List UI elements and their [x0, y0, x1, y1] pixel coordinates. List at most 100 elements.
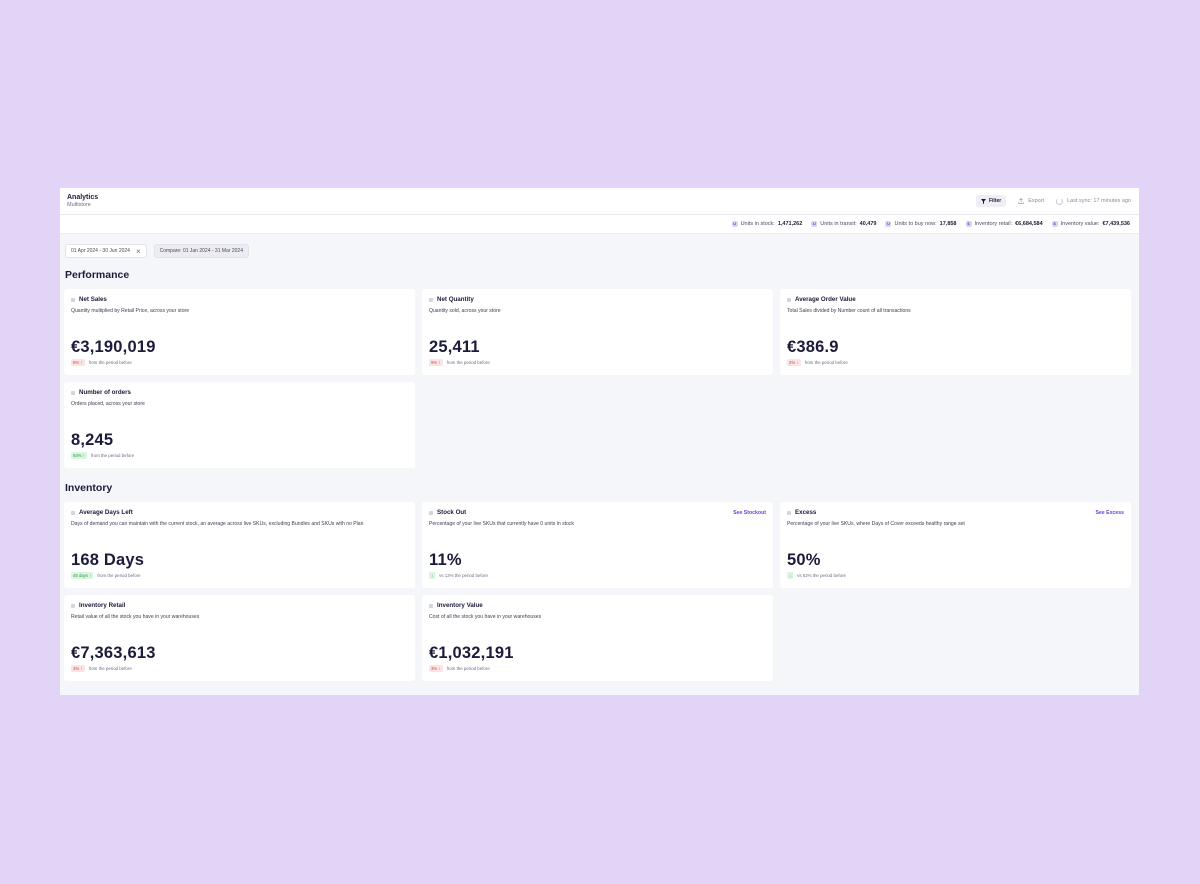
metric-checkbox[interactable]	[429, 297, 433, 302]
metric-title: Average Days Left	[79, 509, 133, 516]
stat-value: 1,471,262	[777, 221, 803, 227]
stat-value: €6,684,584	[1015, 221, 1043, 227]
stat-label: Units in transit:	[820, 221, 857, 227]
metric-checkbox[interactable]	[71, 603, 75, 608]
delta-badge: 8% ↑	[71, 359, 85, 366]
section-title-performance: Performance	[65, 269, 130, 281]
metric-checkbox[interactable]	[71, 297, 75, 302]
metric-title: Number of orders	[79, 389, 131, 396]
delta-text: from the period before	[446, 666, 490, 671]
delta-badge: 3% ↑	[71, 665, 85, 672]
metric-description: Orders placed, across your store	[71, 401, 145, 407]
top-bar: Analytics Multistore Filter Export Last …	[60, 188, 1139, 215]
stat-value: 40,479	[859, 221, 877, 227]
stat-inventory-value: $ Inventory value: €7,439,536	[1051, 221, 1130, 227]
metric-delta: 93% ↑ from the period before	[71, 452, 134, 459]
metric-value: 25,411	[429, 338, 480, 356]
metric-card-net-quantity: Net Quantity Quantity sold, across your …	[422, 289, 773, 375]
units-icon: U	[811, 221, 818, 227]
stat-units-to-buy: U Units to buy now: 17,858	[885, 221, 957, 227]
stat-units-in-stock: U Units in stock: 1,471,262	[731, 221, 803, 227]
metric-delta: 8% ↑ from the period before	[71, 359, 132, 366]
metric-checkbox[interactable]	[71, 390, 75, 395]
export-button[interactable]: Export	[1018, 198, 1044, 204]
filter-button[interactable]: Filter	[975, 195, 1007, 207]
metric-delta: 3% ↑ from the period before	[71, 665, 132, 672]
inventory-grid: Average Days Left Days of demand you can…	[64, 502, 1135, 681]
compare-range-chip[interactable]: Compare: 01 Jan 2024 - 31 Mar 2024	[153, 244, 249, 258]
delta-text: from the period before	[804, 360, 848, 365]
see-excess-link[interactable]: See Excess	[1095, 509, 1124, 516]
metric-card-inventory-value: Inventory Value Cost of all the stock yo…	[422, 595, 773, 681]
stat-label: Units in stock:	[740, 221, 775, 227]
metric-value: 11%	[429, 551, 462, 569]
filter-icon	[980, 198, 986, 204]
metric-value: €7,363,613	[71, 644, 156, 662]
metric-title: Average Order Value	[795, 296, 856, 303]
compare-range-label: Compare: 01 Jan 2024 - 31 Mar 2024	[159, 248, 243, 254]
brand: Analytics Multistore	[67, 194, 98, 208]
metric-checkbox[interactable]	[787, 297, 791, 302]
delta-badge: 3% ↑	[429, 665, 443, 672]
metric-card-stock-out: Stock Out See Stockout Percentage of you…	[422, 502, 773, 588]
stat-value: 17,858	[939, 221, 957, 227]
metric-value: €3,190,019	[71, 338, 156, 356]
date-range-label: 01 Apr 2024 - 30 Jun 2024	[71, 248, 130, 254]
metric-description: Quantity multiplied by Retail Price, acr…	[71, 308, 190, 314]
delta-text: from the period before	[90, 453, 135, 458]
delta-text: from the period before	[88, 666, 132, 671]
close-icon[interactable]: ×	[135, 246, 141, 256]
delta-badge: 48 days ↑	[71, 572, 94, 579]
metric-title: Inventory Retail	[79, 602, 126, 609]
units-icon: U	[885, 221, 892, 227]
export-icon	[1018, 198, 1024, 204]
metric-title: Stock Out	[437, 509, 467, 516]
metric-checkbox[interactable]	[787, 510, 791, 515]
main-content: 01 Apr 2024 - 30 Jun 2024 × Compare: 01 …	[60, 234, 1139, 681]
header-actions: Filter Export Last sync: 17 minutes ago	[975, 195, 1131, 207]
currency-icon: $	[1051, 221, 1058, 227]
sync-label: Last sync: 17 minutes ago	[1067, 198, 1131, 204]
sync-status: Last sync: 17 minutes ago	[1056, 197, 1131, 205]
stat-label: Inventory retail:	[974, 221, 1013, 227]
metric-checkbox[interactable]	[71, 510, 75, 515]
metric-card-number-of-orders: Number of orders Orders placed, across y…	[64, 382, 415, 468]
delta-badge: 93% ↑	[71, 452, 87, 459]
export-label: Export	[1028, 198, 1045, 204]
metric-title: Inventory Value	[437, 602, 483, 609]
date-range-chip[interactable]: 01 Apr 2024 - 30 Jun 2024 ×	[65, 244, 147, 258]
delta-text: from the period before	[97, 573, 141, 578]
metric-checkbox[interactable]	[429, 603, 433, 608]
stat-value: €7,439,536	[1102, 221, 1130, 227]
see-stockout-link[interactable]: See Stockout	[733, 509, 766, 516]
units-icon: U	[731, 221, 738, 227]
metric-value: 8,245	[71, 431, 114, 449]
stats-bar: U Units in stock: 1,471,262 U Units in t…	[60, 215, 1139, 234]
metric-description: Days of demand you can maintain with the…	[71, 521, 364, 527]
stat-inventory-retail: $ Inventory retail: €6,684,584	[965, 221, 1043, 227]
metric-card-average-days-left: Average Days Left Days of demand you can…	[64, 502, 415, 588]
metric-value: 168 Days	[71, 551, 145, 569]
metric-checkbox[interactable]	[429, 510, 433, 515]
page-title: Analytics	[67, 194, 99, 202]
stat-label: Units to buy now:	[894, 221, 937, 227]
metric-description: Percentage of your live SKUs, where Days…	[787, 521, 965, 527]
metric-card-inventory-retail: Inventory Retail Retail value of all the…	[64, 595, 415, 681]
delta-text: vs 52% the period before	[797, 573, 846, 578]
date-filters: 01 Apr 2024 - 30 Jun 2024 × Compare: 01 …	[65, 244, 1135, 258]
metric-delta: 3% ↑ from the period before	[429, 665, 490, 672]
analytics-app: Analytics Multistore Filter Export Last …	[60, 188, 1139, 695]
metric-card-net-sales: Net Sales Quantity multiplied by Retail …	[64, 289, 415, 375]
metric-description: Retail value of all the stock you have i…	[71, 614, 200, 620]
metric-delta: 48 days ↑ from the period before	[71, 572, 141, 579]
metric-delta: ↓ vs 52% the period before	[787, 572, 846, 579]
metric-value: 50%	[787, 551, 821, 569]
metric-description: Quantity sold, across your store	[429, 308, 501, 314]
currency-icon: $	[965, 221, 972, 227]
sync-spinner-icon	[1056, 197, 1064, 205]
metric-description: Percentage of your live SKUs that curren…	[429, 521, 574, 527]
metric-value: €1,032,191	[429, 644, 514, 662]
metric-card-average-order-value: Average Order Value Total Sales divided …	[780, 289, 1131, 375]
section-title-inventory: Inventory	[65, 482, 113, 494]
delta-text: from the period before	[88, 360, 132, 365]
